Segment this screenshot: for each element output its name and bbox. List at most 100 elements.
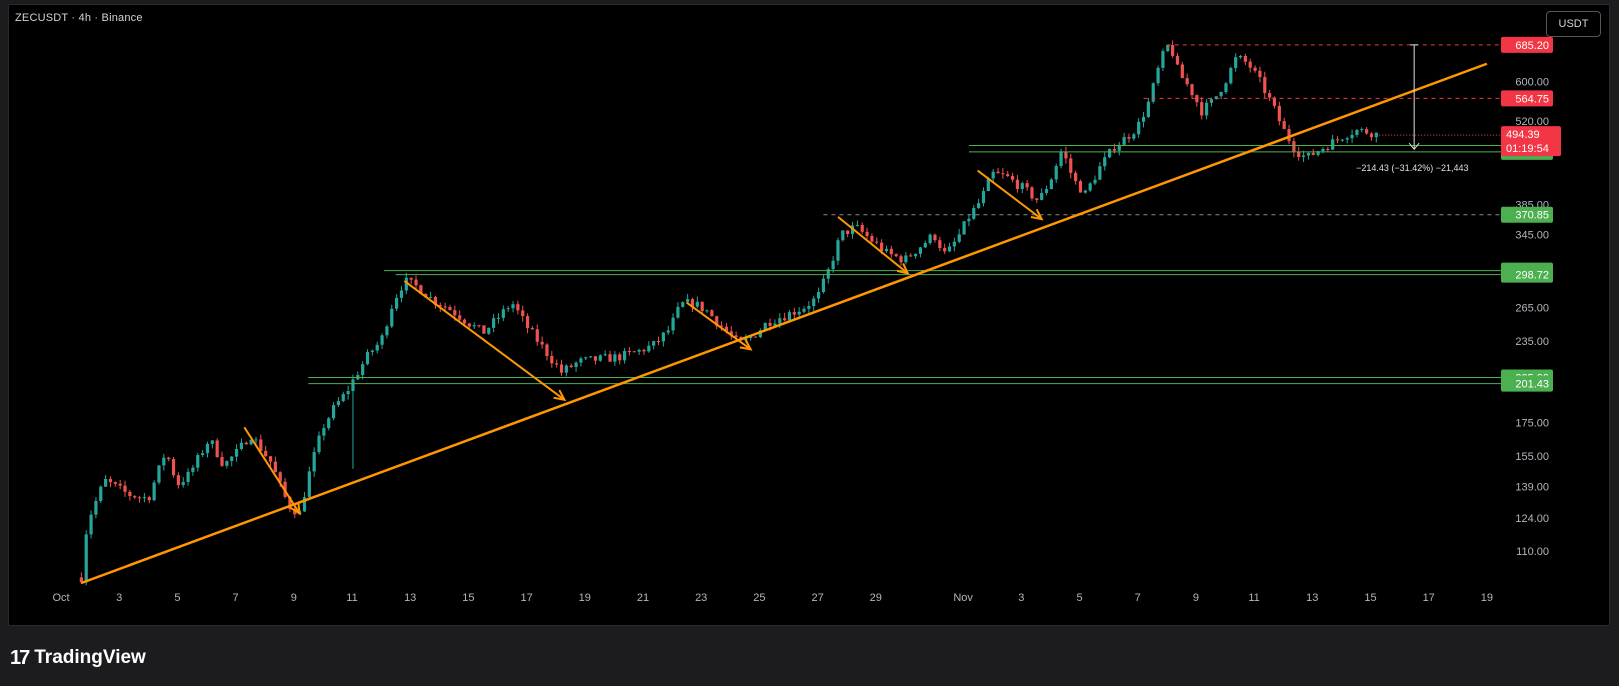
candle-body	[1253, 67, 1257, 71]
candle-body	[1093, 179, 1097, 184]
pullback-arrow-head	[896, 263, 910, 275]
candle-body	[661, 332, 665, 342]
candle-body	[1117, 144, 1121, 151]
candle-body	[1025, 183, 1029, 188]
candle-body	[593, 356, 598, 361]
candle-body	[933, 234, 937, 241]
candle-body	[89, 514, 93, 535]
candle-body	[1171, 45, 1175, 56]
support-badge-bg	[1501, 375, 1553, 392]
symbol-label: ZECUSDT · 4h · Binance	[15, 12, 143, 24]
candle-body	[1001, 173, 1005, 175]
level-badge: 564.75	[1515, 93, 1549, 105]
candle-body	[802, 308, 806, 312]
candle-body	[525, 316, 530, 328]
candle-body	[656, 341, 661, 343]
candle-body	[511, 304, 515, 309]
countdown-label: 01:19:54	[1506, 143, 1549, 155]
x-tick-label: 13	[404, 592, 416, 604]
candle-body	[899, 256, 903, 263]
candle-body	[986, 178, 990, 192]
candle-body	[1272, 97, 1277, 106]
support-badge: 201.43	[1515, 379, 1549, 391]
candle-body	[637, 349, 641, 352]
x-tick-label: 3	[116, 592, 122, 604]
x-tick-label: 11	[346, 592, 357, 604]
candle-body	[1146, 101, 1150, 117]
x-tick-label: 13	[1306, 592, 1318, 604]
candle-body	[569, 365, 573, 367]
candle-body	[375, 344, 379, 351]
candle-body	[94, 500, 98, 515]
x-tick-label: 17	[520, 592, 532, 604]
candle-body	[991, 171, 995, 179]
candle-body	[365, 351, 370, 365]
candle-body	[1195, 95, 1199, 103]
candle-body	[462, 319, 467, 324]
candle-body	[210, 440, 214, 444]
candle-body	[608, 354, 612, 362]
candle-body	[1059, 151, 1063, 167]
price-chart[interactable]: −214.43 (−31.42%) −21,443600.00520.00385…	[9, 5, 1609, 625]
level-badge: 685.20	[1515, 40, 1549, 52]
candle-body	[312, 452, 316, 472]
candle-body	[1141, 116, 1146, 122]
candle-body	[787, 312, 792, 321]
candles-group	[79, 40, 1378, 586]
pullback-arrow	[837, 216, 909, 275]
candle-body	[1306, 152, 1311, 156]
candle-body	[564, 365, 568, 373]
candle-body	[167, 457, 171, 460]
candle-body	[1355, 129, 1359, 135]
x-tick-label: 23	[695, 592, 707, 604]
candle-body	[613, 354, 617, 362]
candle-body	[128, 491, 132, 496]
x-tick-label: 21	[637, 592, 649, 604]
x-tick-label: Nov	[953, 592, 973, 604]
pullback-arrow-head	[739, 339, 753, 351]
level-badge-bg	[1501, 36, 1553, 53]
candle-body	[1137, 121, 1141, 135]
x-tick-label: 15	[1364, 592, 1376, 604]
candle-body	[783, 318, 787, 321]
candle-body	[137, 497, 142, 499]
candle-body	[1234, 57, 1238, 68]
candle-body	[448, 307, 452, 311]
candle-body	[453, 310, 457, 316]
candle-body	[836, 240, 840, 261]
candle-body	[205, 443, 210, 454]
x-tick-label: 29	[870, 592, 882, 604]
candle-body	[1258, 70, 1262, 78]
chart-frame[interactable]: −214.43 (−31.42%) −21,443 600.00 520.00 385…	[8, 4, 1610, 626]
candle-body	[690, 299, 695, 307]
candle-body	[1151, 83, 1155, 102]
level-badge-bg	[1501, 206, 1553, 223]
tradingview-logo[interactable]: 17 TradingView	[10, 646, 146, 670]
candle-body	[913, 253, 918, 257]
currency-button[interactable]: USDT	[1546, 11, 1601, 37]
candle-body	[1229, 67, 1233, 84]
candle-body	[249, 440, 253, 445]
candle-body	[79, 577, 83, 583]
candle-body	[1287, 129, 1291, 142]
x-tick-label: 9	[1193, 592, 1199, 604]
candle-body	[268, 456, 273, 462]
x-tick-label: 7	[233, 592, 239, 604]
candle-body	[492, 318, 496, 328]
candle-body	[700, 301, 704, 312]
candle-body	[336, 401, 341, 406]
candle-body	[225, 461, 229, 466]
candle-body	[812, 298, 816, 307]
y-tick-label: 110.00	[1516, 546, 1549, 558]
candle-body	[647, 345, 651, 352]
candle-body	[1340, 139, 1344, 141]
candle-body	[1180, 64, 1184, 79]
candle-body	[331, 405, 336, 419]
candle-body	[1069, 158, 1073, 173]
candle-body	[482, 325, 486, 334]
candle-body	[729, 331, 733, 336]
candle-body	[943, 248, 947, 252]
candle-body	[889, 248, 893, 255]
candle-body	[996, 171, 1000, 174]
candle-body	[433, 296, 438, 306]
